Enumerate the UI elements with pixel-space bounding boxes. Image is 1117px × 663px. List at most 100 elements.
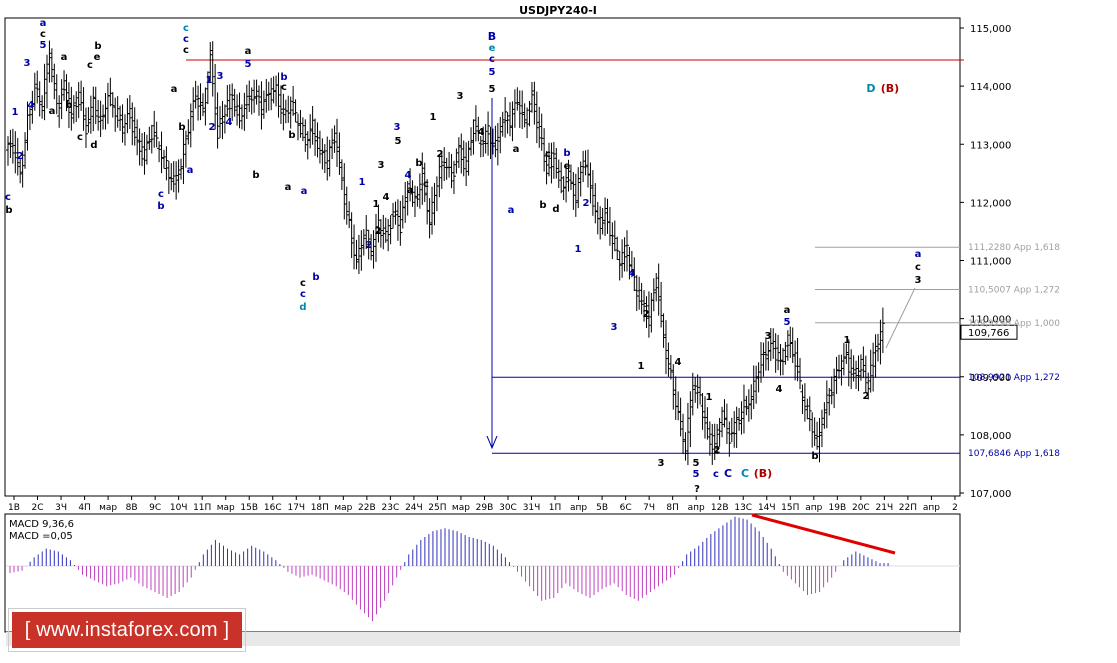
x-tick-label: мар xyxy=(99,503,117,513)
wave-label: 1 xyxy=(430,112,437,123)
projection-arrow-head xyxy=(486,435,498,450)
wave-label: 3 xyxy=(378,160,385,171)
x-tick-label: 21Ч xyxy=(876,503,894,513)
x-tick-label: апр xyxy=(688,503,705,513)
wave-label: 3 xyxy=(611,322,618,333)
wave-label: 2 xyxy=(366,240,373,251)
macd-footer-strip xyxy=(6,632,960,646)
wave-label: c xyxy=(40,29,46,40)
wave-label: c xyxy=(5,192,11,203)
x-tick-label: 15В xyxy=(240,503,258,513)
wave-label: C xyxy=(741,467,749,480)
target-projection-line xyxy=(885,287,916,349)
y-tick-label: 109,000 xyxy=(970,373,1011,384)
x-tick-label: 11П xyxy=(193,503,211,513)
wave-label: 4 xyxy=(675,357,682,368)
price-bars xyxy=(6,40,885,466)
x-tick-label: 5В xyxy=(596,503,608,513)
macd-histogram xyxy=(6,513,960,622)
wave-label: 4 xyxy=(226,117,233,128)
x-tick-label: 19В xyxy=(829,503,847,513)
wave-label: 3 xyxy=(217,71,224,82)
y-tick-label: 114,000 xyxy=(970,82,1011,93)
y-tick-label: 110,000 xyxy=(970,315,1011,326)
y-tick-label: 107,000 xyxy=(970,489,1011,500)
wave-label: 1 xyxy=(844,335,851,346)
x-tick-label: 6С xyxy=(620,503,632,513)
wave-label: e xyxy=(489,43,496,54)
x-tick-label: 25П xyxy=(428,503,446,513)
wave-label: (B) xyxy=(881,82,899,95)
instaforex-watermark: [ www.instaforex.com ] xyxy=(12,612,242,648)
x-tick-label: 4П xyxy=(78,503,91,513)
wave-label: a xyxy=(49,106,56,117)
wave-label: b xyxy=(94,41,101,52)
x-tick-label: 10Ч xyxy=(170,503,188,513)
chart-title: USDJPY240-I xyxy=(519,4,597,17)
wave-label: 4 xyxy=(629,268,636,279)
main-plot-frame xyxy=(4,17,961,497)
wave-label: c xyxy=(423,179,429,190)
wave-label: a xyxy=(407,185,414,196)
wave-label: b xyxy=(178,122,185,133)
wave-label: b xyxy=(811,451,818,462)
y-tick-label: 111,000 xyxy=(970,257,1011,268)
x-axis: 1В 2С 3Ч 4П мар 8В 9С 10Ч 11П мар 15В 16С 17Ч 18П мар 2… xyxy=(8,496,958,513)
wave-label: c xyxy=(183,34,189,45)
x-tick-label: 20С xyxy=(852,503,870,513)
x-tick-label: апр xyxy=(923,503,940,513)
wave-label: c xyxy=(77,132,83,143)
wave-label: 2 xyxy=(209,122,216,133)
wave-label: 2 xyxy=(643,309,650,320)
wave-label: 1 xyxy=(12,107,19,118)
wave-label: c xyxy=(300,289,306,300)
x-tick-label: 9С xyxy=(149,503,161,513)
wave-label: 5 xyxy=(40,40,47,51)
wave-label: c xyxy=(545,149,551,160)
wave-label: ? xyxy=(694,484,700,495)
x-tick-label: 24Ч xyxy=(405,503,423,513)
fib-level-label: 107,6846 App 1,618 xyxy=(968,449,1060,459)
x-tick-label: 30С xyxy=(499,503,517,513)
wave-label: a xyxy=(513,144,520,155)
wave-label: b xyxy=(280,72,287,83)
x-tick-label: 18П xyxy=(311,503,329,513)
wave-label: c xyxy=(183,23,189,34)
wave-label: c xyxy=(300,278,306,289)
wave-label: b xyxy=(563,148,570,159)
wave-label: 2 xyxy=(863,391,870,402)
wave-label: 5 xyxy=(395,136,402,147)
macd-divergence-line xyxy=(751,513,896,555)
x-tick-label: апр xyxy=(570,503,587,513)
wave-label: a xyxy=(301,186,308,197)
x-tick-label: 1В xyxy=(8,503,20,513)
wave-label: d xyxy=(552,204,559,215)
wave-label: c xyxy=(915,262,921,273)
x-tick-label: апр xyxy=(805,503,822,513)
wave-label: a xyxy=(784,305,791,316)
wave-label: c xyxy=(281,82,287,93)
wave-label: a xyxy=(40,18,47,29)
x-tick-label: 1П xyxy=(549,503,562,513)
wave-label: 1 xyxy=(373,199,380,210)
wave-label: 3 xyxy=(24,58,31,69)
x-tick-label: 3Ч xyxy=(55,503,67,513)
wave-label: 5 xyxy=(489,84,496,95)
wave-label: 5 xyxy=(693,458,700,469)
x-tick-label: 7Ч xyxy=(643,503,655,513)
wave-label: 4 xyxy=(478,127,485,138)
wave-label: 2 xyxy=(583,198,590,209)
x-tick-label: 13С xyxy=(734,503,752,513)
wave-label: 2 xyxy=(375,226,382,237)
wave-label: 5 xyxy=(693,469,700,480)
wave-label: a xyxy=(61,52,68,63)
wave-label: c xyxy=(87,60,93,71)
wave-label: c xyxy=(158,189,164,200)
x-tick-label: мар xyxy=(217,503,235,513)
fibonacci-levels: 111,2280 App 1,618 110,5007 App 1,272 109,… xyxy=(186,59,1060,459)
x-tick-label: 15П xyxy=(781,503,799,513)
wave-label: b xyxy=(415,158,422,169)
wave-label: a xyxy=(187,165,194,176)
wave-label: 3 xyxy=(658,458,665,469)
